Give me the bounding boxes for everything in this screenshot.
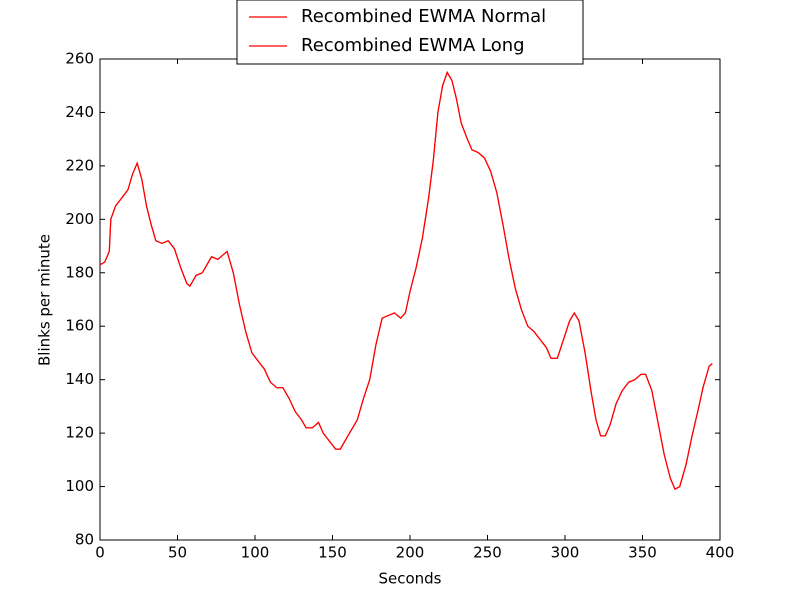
- x-tick-label: 250: [473, 544, 502, 562]
- y-tick-label: 220: [65, 156, 94, 174]
- y-tick-label: 80: [75, 531, 94, 549]
- x-axis-label: Seconds: [378, 570, 441, 588]
- x-tick-label: 100: [241, 544, 270, 562]
- y-tick-label: 240: [65, 103, 94, 121]
- x-tick-label: 0: [95, 544, 105, 562]
- data-line: [99, 70, 713, 491]
- x-tick-label: 300: [551, 544, 580, 562]
- legend-label: Recombined EWMA Normal: [301, 6, 546, 27]
- y-tick-label: 160: [65, 317, 94, 335]
- x-tick-label: 350: [628, 544, 657, 562]
- x-tick-label: 50: [168, 544, 187, 562]
- plot-frame: [99, 58, 721, 541]
- legend-label: Recombined EWMA Long: [301, 35, 525, 56]
- x-tick-label: 150: [318, 544, 347, 562]
- y-tick-label: 140: [65, 370, 94, 388]
- y-tick-label: 120: [65, 424, 94, 442]
- y-tick-label: 100: [65, 477, 94, 495]
- y-tick-label: 180: [65, 263, 94, 281]
- x-tick-label: 400: [706, 544, 735, 562]
- legend-box: [236, 0, 584, 65]
- y-axis-label: Blinks per minute: [36, 234, 54, 366]
- y-tick-label: 260: [65, 50, 94, 68]
- data-line: [99, 70, 713, 491]
- y-tick-label: 200: [65, 210, 94, 228]
- x-tick-label: 200: [396, 544, 425, 562]
